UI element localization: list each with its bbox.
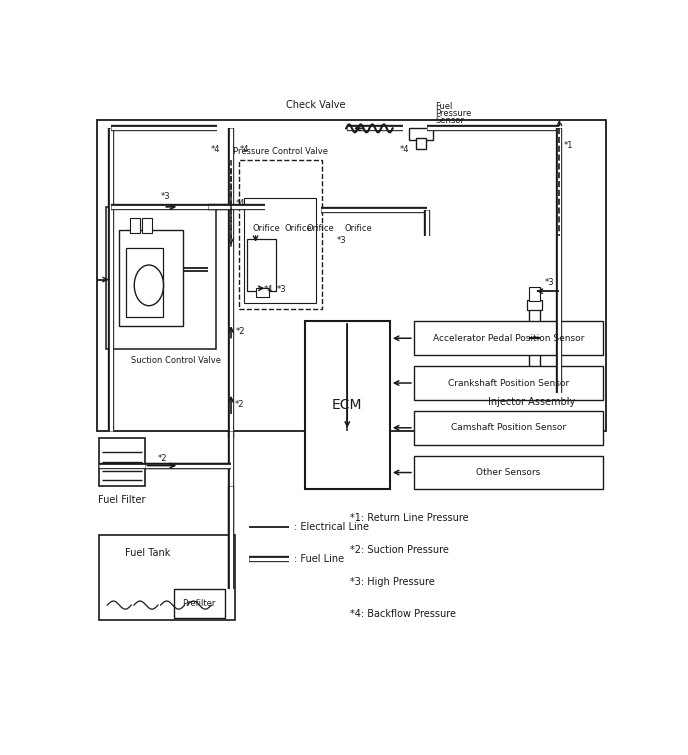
Text: Orifice: Orifice xyxy=(307,224,334,233)
Text: Orifice: Orifice xyxy=(344,224,372,233)
Text: Fuel Tank: Fuel Tank xyxy=(125,548,170,558)
Text: *4: *4 xyxy=(264,285,273,294)
Bar xyxy=(99,438,144,486)
Bar xyxy=(99,535,235,620)
Text: Sensor: Sensor xyxy=(436,116,464,125)
Text: *4: *4 xyxy=(211,146,220,155)
Bar xyxy=(414,411,603,445)
Text: *3: High Pressure: *3: High Pressure xyxy=(350,577,435,587)
Text: Pressure Control Valve: Pressure Control Valve xyxy=(233,147,328,156)
Text: *3: *3 xyxy=(277,285,286,294)
Text: *4: *4 xyxy=(240,146,250,155)
Text: ECM: ECM xyxy=(332,399,363,412)
Text: *3: *3 xyxy=(545,278,554,287)
Text: Fuel: Fuel xyxy=(436,103,453,112)
Text: : Electrical Line: : Electrical Line xyxy=(294,522,369,532)
Text: Suction Control Valve: Suction Control Valve xyxy=(131,356,222,365)
Polygon shape xyxy=(530,384,533,390)
Text: *4: *4 xyxy=(235,199,245,208)
Bar xyxy=(305,322,390,489)
Text: Orifice: Orifice xyxy=(284,224,312,233)
Bar xyxy=(529,286,540,301)
Text: *2: *2 xyxy=(235,400,244,409)
Text: *2: Suction Pressure: *2: Suction Pressure xyxy=(350,545,449,555)
Text: Other Sensors: Other Sensors xyxy=(476,468,541,477)
Bar xyxy=(247,239,277,291)
Bar xyxy=(414,456,603,489)
Text: Check Valve: Check Valve xyxy=(286,100,345,110)
Text: Injector Assembly: Injector Assembly xyxy=(488,396,575,407)
Bar xyxy=(527,300,542,310)
Bar xyxy=(409,128,433,140)
Bar xyxy=(255,288,269,297)
Text: Accelerator Pedal Position Sensor: Accelerator Pedal Position Sensor xyxy=(433,334,584,343)
Bar xyxy=(416,138,426,149)
Text: *2: *2 xyxy=(235,328,245,337)
Text: *4: Backflow Pressure: *4: Backflow Pressure xyxy=(350,609,456,619)
Bar xyxy=(414,322,603,355)
Text: *3: *3 xyxy=(336,236,346,245)
Bar xyxy=(130,218,140,233)
Bar xyxy=(239,160,322,309)
Bar xyxy=(414,366,603,400)
Text: *1: Return Line Pressure: *1: Return Line Pressure xyxy=(350,513,469,523)
Text: Pressure: Pressure xyxy=(436,109,471,119)
Text: *4: *4 xyxy=(400,146,409,155)
Bar xyxy=(119,230,183,326)
Text: Fuel Filter: Fuel Filter xyxy=(98,495,145,505)
Bar xyxy=(244,198,316,303)
Bar xyxy=(174,590,224,618)
Bar xyxy=(106,207,215,350)
Text: Crankshaft Position Sensor: Crankshaft Position Sensor xyxy=(448,378,569,387)
Bar xyxy=(528,309,540,384)
Text: *2: *2 xyxy=(158,454,167,463)
Text: Orifice: Orifice xyxy=(252,224,280,233)
Text: *3: *3 xyxy=(161,192,170,201)
Text: *1: *1 xyxy=(563,141,573,150)
Text: Prefilter: Prefilter xyxy=(182,599,216,609)
Bar xyxy=(142,218,151,233)
Text: : Fuel Line: : Fuel Line xyxy=(294,553,344,563)
Bar xyxy=(96,119,606,430)
Bar xyxy=(126,248,163,317)
Text: Camshaft Position Sensor: Camshaft Position Sensor xyxy=(451,424,566,433)
